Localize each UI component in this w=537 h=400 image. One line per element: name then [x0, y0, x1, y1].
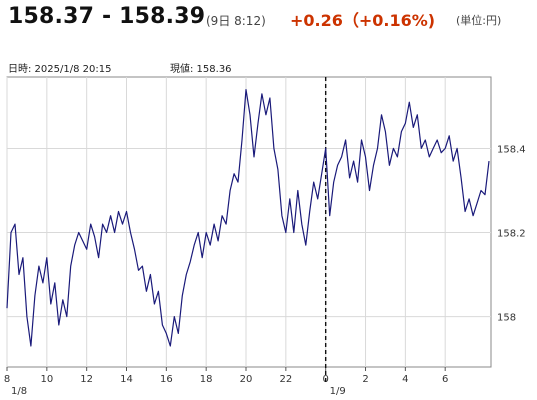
- x-tick-label: 12: [80, 374, 93, 385]
- quote-time: (9日 8:12): [206, 14, 266, 28]
- x-tick-label: 18: [200, 374, 213, 385]
- x-tick-label: 16: [160, 374, 173, 385]
- price-line: [6, 88, 490, 347]
- x-tick-label: 8: [4, 374, 10, 385]
- y-tick-label: 158.2: [497, 229, 526, 240]
- price-change: +0.26（+0.16%): [290, 11, 436, 30]
- plot-area: [6, 76, 492, 368]
- x-tick-label: 20: [240, 374, 253, 385]
- price-range: 158.37 - 158.39: [8, 4, 206, 29]
- x-tick-label: 22: [279, 374, 292, 385]
- x-tick-label: 4: [402, 374, 408, 385]
- date-label: 1/8: [11, 386, 27, 397]
- y-tick-label: 158.4: [497, 144, 526, 155]
- hover-current-value: 現値: 158.36: [170, 64, 232, 75]
- x-tick-label: 2: [362, 374, 368, 385]
- date-label: 1/9: [330, 386, 346, 397]
- x-tick-label: 14: [120, 374, 133, 385]
- y-tick-label: 158: [497, 313, 516, 324]
- unit-label: (単位:円): [456, 14, 502, 27]
- hover-datetime: 日時: 2025/1/8 20:15: [8, 64, 112, 75]
- x-tick-label: 10: [40, 374, 53, 385]
- x-tick-label: 6: [442, 374, 448, 385]
